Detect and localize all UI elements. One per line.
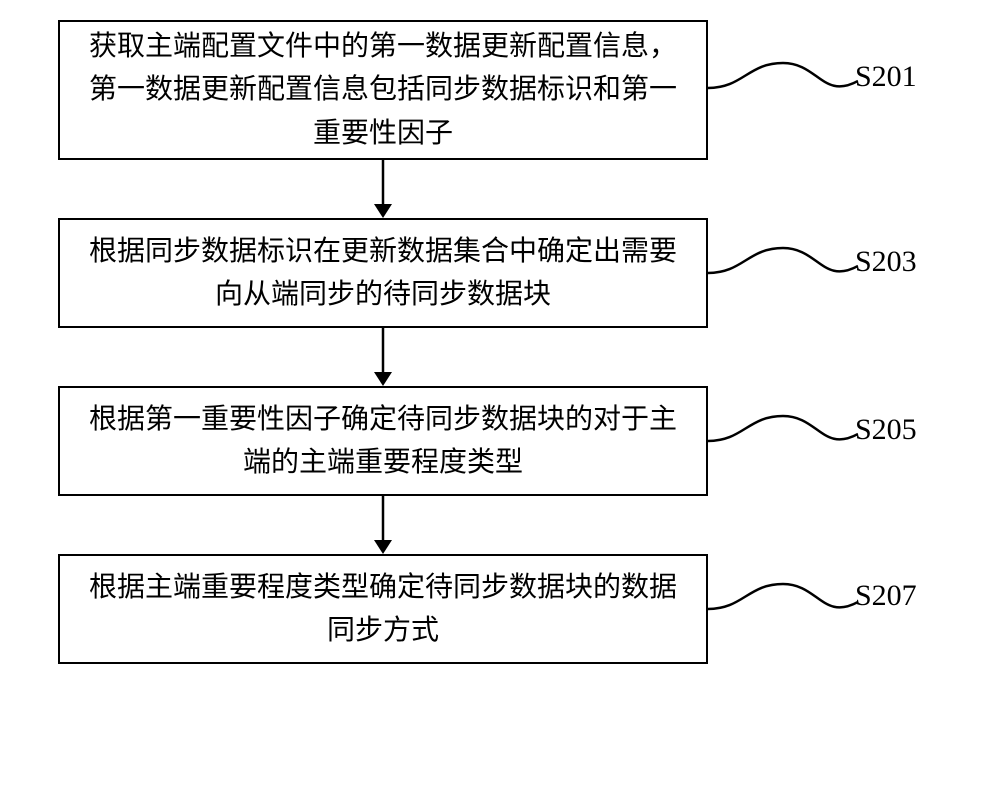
step-label-s203: S203 xyxy=(855,245,917,279)
squiggle-3 xyxy=(708,411,858,461)
step-box-s207: 根据主端重要程度类型确定待同步数据块的数据同步方式 xyxy=(58,554,708,664)
arrow-3 xyxy=(373,496,393,554)
arrow-1 xyxy=(373,160,393,218)
arrow-2 xyxy=(373,328,393,386)
step-label-s207: S207 xyxy=(855,579,917,613)
step-box-s205: 根据第一重要性因子确定待同步数据块的对于主端的主端重要程度类型 xyxy=(58,386,708,496)
step-text: 根据主端重要程度类型确定待同步数据块的数据同步方式 xyxy=(78,566,688,653)
squiggle-1 xyxy=(708,58,858,108)
step-box-s201: 获取主端配置文件中的第一数据更新配置信息，第一数据更新配置信息包括同步数据标识和… xyxy=(58,20,708,160)
step-text: 获取主端配置文件中的第一数据更新配置信息，第一数据更新配置信息包括同步数据标识和… xyxy=(78,25,688,155)
step-text: 根据第一重要性因子确定待同步数据块的对于主端的主端重要程度类型 xyxy=(78,398,688,485)
squiggle-4 xyxy=(708,579,858,629)
step-label-s201: S201 xyxy=(855,60,917,94)
step-box-s203: 根据同步数据标识在更新数据集合中确定出需要向从端同步的待同步数据块 xyxy=(58,218,708,328)
squiggle-2 xyxy=(708,243,858,293)
step-label-s205: S205 xyxy=(855,413,917,447)
step-text: 根据同步数据标识在更新数据集合中确定出需要向从端同步的待同步数据块 xyxy=(78,230,688,317)
flowchart-canvas: 获取主端配置文件中的第一数据更新配置信息，第一数据更新配置信息包括同步数据标识和… xyxy=(0,0,1000,795)
